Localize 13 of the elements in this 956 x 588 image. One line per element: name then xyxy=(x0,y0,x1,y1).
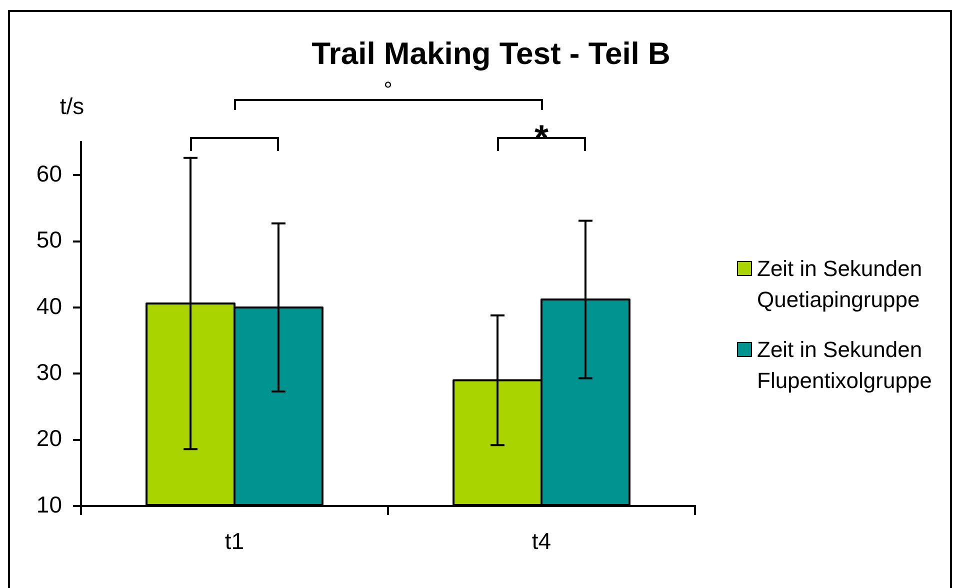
chart-title: Trail Making Test - Teil B xyxy=(312,36,670,71)
text: ° xyxy=(384,77,392,102)
legend-label: Zeit in Sekunden Flupentixolgruppe xyxy=(757,336,933,395)
y-axis-title: t/s xyxy=(60,93,84,119)
y-tick-label: 60 xyxy=(36,160,62,186)
y-tick-label: 10 xyxy=(36,491,62,518)
y-tick-label: 50 xyxy=(36,226,62,253)
y-tick-label: 20 xyxy=(36,425,62,452)
y-tick-label: 30 xyxy=(36,358,62,385)
legend-label: Zeit in Sekunden Quetiapingruppe xyxy=(757,254,924,314)
y-tick-label: 40 xyxy=(36,292,62,319)
x-tick-label: t1 xyxy=(224,528,244,554)
x-tick-label: t4 xyxy=(532,528,552,554)
